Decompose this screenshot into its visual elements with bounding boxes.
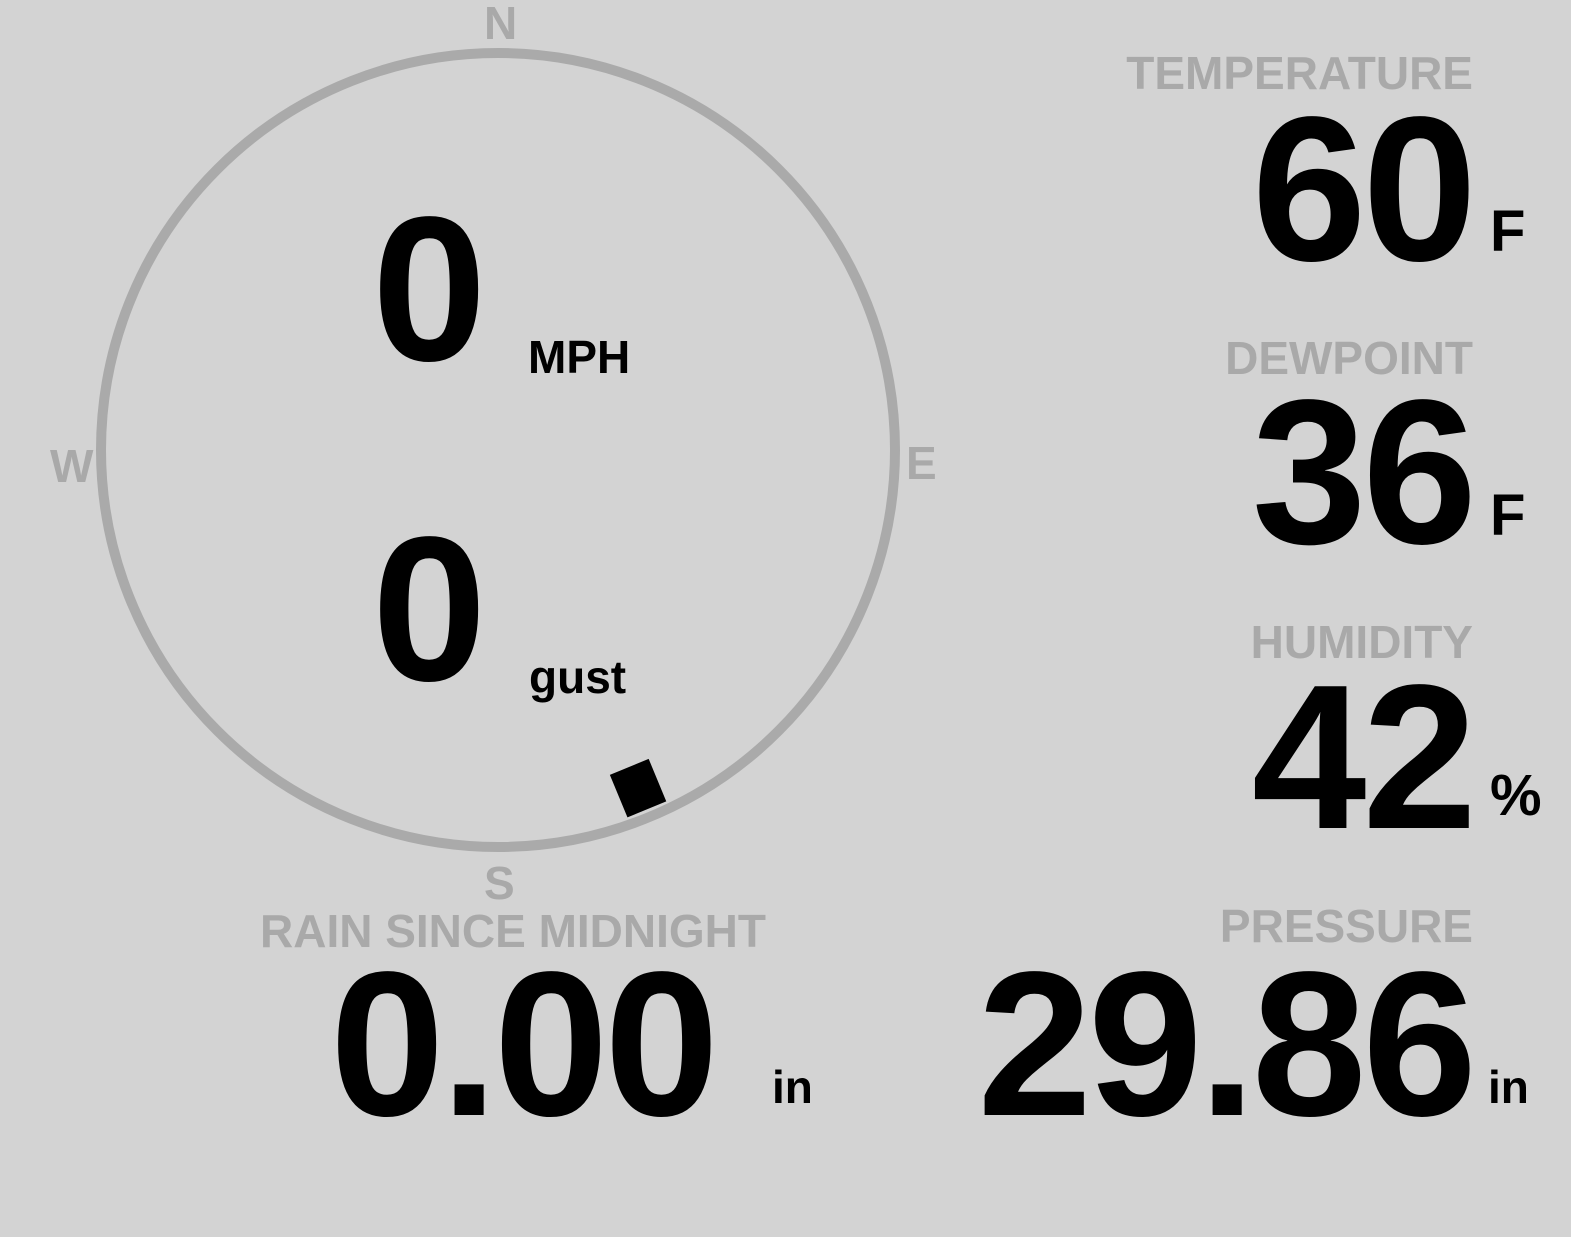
compass-east-label: E [906,437,937,489]
temperature-value: 60 [1251,74,1477,304]
compass-south-label: S [484,857,515,909]
wind-compass [96,48,900,852]
rain-unit: in [772,1061,813,1113]
humidity-unit: % [1490,763,1542,828]
compass-west-label: W [50,440,94,492]
humidity-value: 42 [1251,642,1477,872]
humidity-label: HUMIDITY [1250,616,1473,668]
rain-label: RAIN SINCE MIDNIGHT [260,905,766,957]
dewpoint-unit: F [1490,483,1526,548]
dewpoint-value: 36 [1251,357,1477,587]
dewpoint-label: DEWPOINT [1225,332,1473,384]
rain-value: 0.00 [330,929,719,1159]
compass-north-label: N [484,0,518,49]
pressure-value: 29.86 [977,929,1477,1159]
wind-speed-unit: MPH [528,331,631,383]
wind-gust-value: 0 [372,494,487,724]
pressure-unit: in [1488,1061,1529,1113]
wind-direction-marker [609,758,667,818]
compass-ring [96,48,900,852]
temperature-label: TEMPERATURE [1126,47,1473,99]
wind-gust-label: gust [529,651,627,703]
wind-speed-value: 0 [372,174,487,404]
pressure-label: PRESSURE [1219,900,1473,952]
temperature-unit: F [1490,199,1526,264]
